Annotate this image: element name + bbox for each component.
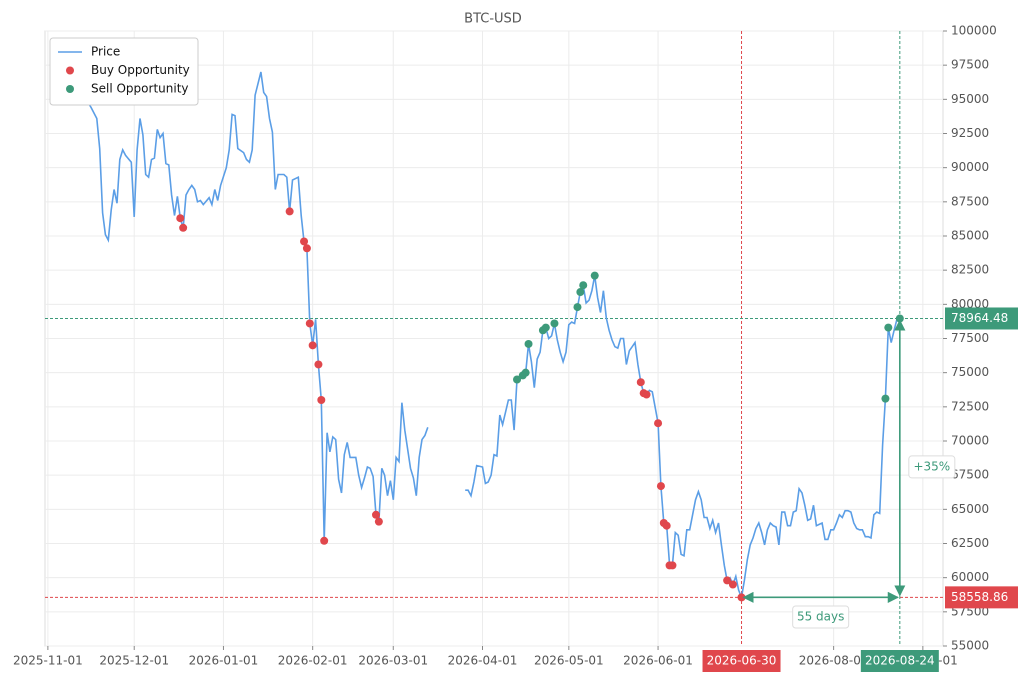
legend-box [49,37,199,106]
legend: Price Buy Opportunity Sell Opportunity [49,37,199,106]
span-label: 55 days [797,610,844,624]
legend-label: Sell Opportunity [91,82,189,96]
level-label-box [945,586,1018,609]
signal-point [308,341,317,350]
y-tick-label: 60000 [951,570,989,584]
signal-point [728,580,737,589]
change-label-box [908,455,956,479]
y-tick-label: 92500 [951,126,989,140]
date-label-box [860,650,939,672]
y-tick-label: 82500 [951,263,989,277]
x-tick-label: 2026-02-01 [278,654,348,668]
x-tick-label: 2026-01-01 [189,654,259,668]
legend-marker [66,85,74,93]
y-tick-label: 62500 [951,536,989,550]
y-tick-label: 97500 [951,58,989,72]
x-tick-label: 2026-08-01 [799,654,869,668]
x-tick-label: 2026-05-01 [534,654,604,668]
y-tick-label: 77500 [951,331,989,345]
signal-point [550,319,559,328]
x-tick-label: 2026-03-01 [358,654,428,668]
y-tick-label: 65000 [951,502,989,516]
signal-point [541,323,550,332]
signal-point [524,339,533,348]
legend-marker [66,66,74,75]
span-label-box [792,605,850,629]
y-tick-label: 55000 [951,639,989,653]
y-tick-label: 87500 [951,194,989,208]
chart-title: BTC-USD [464,12,522,27]
x-tick-label: 2025-11-01 [13,654,83,668]
y-tick-label: 90000 [951,160,989,174]
y-tick-label: 70000 [951,434,989,448]
level-label-box [945,307,1018,330]
level-label: 58558.86 [951,590,1008,604]
x-tick-label: 2026-04-01 [448,654,518,668]
signal-point [285,207,294,216]
y-tick-label: 67500 [951,468,989,482]
signal-point [668,561,677,570]
legend-label: Price [91,45,120,59]
signal-point [302,244,311,253]
x-tick-label: 2026-06-01 [623,654,693,668]
signal-point [636,378,645,387]
signal-point [521,368,530,377]
signal-point [723,576,732,585]
signal-point [884,323,893,332]
signal-point [656,482,665,491]
y-tick-label: 75000 [951,365,989,379]
date-label: 2026-06-30 [707,654,777,668]
signal-point [317,396,326,404]
signal-point [179,223,188,232]
signal-point [662,521,671,530]
signal-point [573,303,582,312]
y-tick-label: 100000 [951,24,997,38]
signal-point [371,510,380,519]
y-tick-label: 80000 [951,297,989,311]
signal-point [374,517,383,526]
signal-point [300,237,309,246]
x-tick-label: 2025-12-01 [99,654,169,668]
signal-point [654,419,663,428]
signal-point [305,319,314,328]
price-line [81,71,901,601]
change-label: +35% [913,459,950,473]
signal-point [320,536,329,545]
signal-point [176,214,185,223]
signal-point [881,394,890,403]
legend-label: Buy Opportunity [91,63,190,77]
signal-point [576,288,585,297]
date-label-box [702,650,781,672]
date-label: 2026-08-24 [865,654,935,668]
y-tick-label: 72500 [951,399,989,413]
y-tick-label: 85000 [951,229,989,243]
signal-point [579,281,588,290]
y-tick-label: 95000 [951,92,989,106]
level-label: 78964.48 [951,311,1008,325]
signal-point [513,375,522,384]
signal-point [590,271,599,280]
signal-point [642,390,651,399]
signal-point [314,360,323,369]
